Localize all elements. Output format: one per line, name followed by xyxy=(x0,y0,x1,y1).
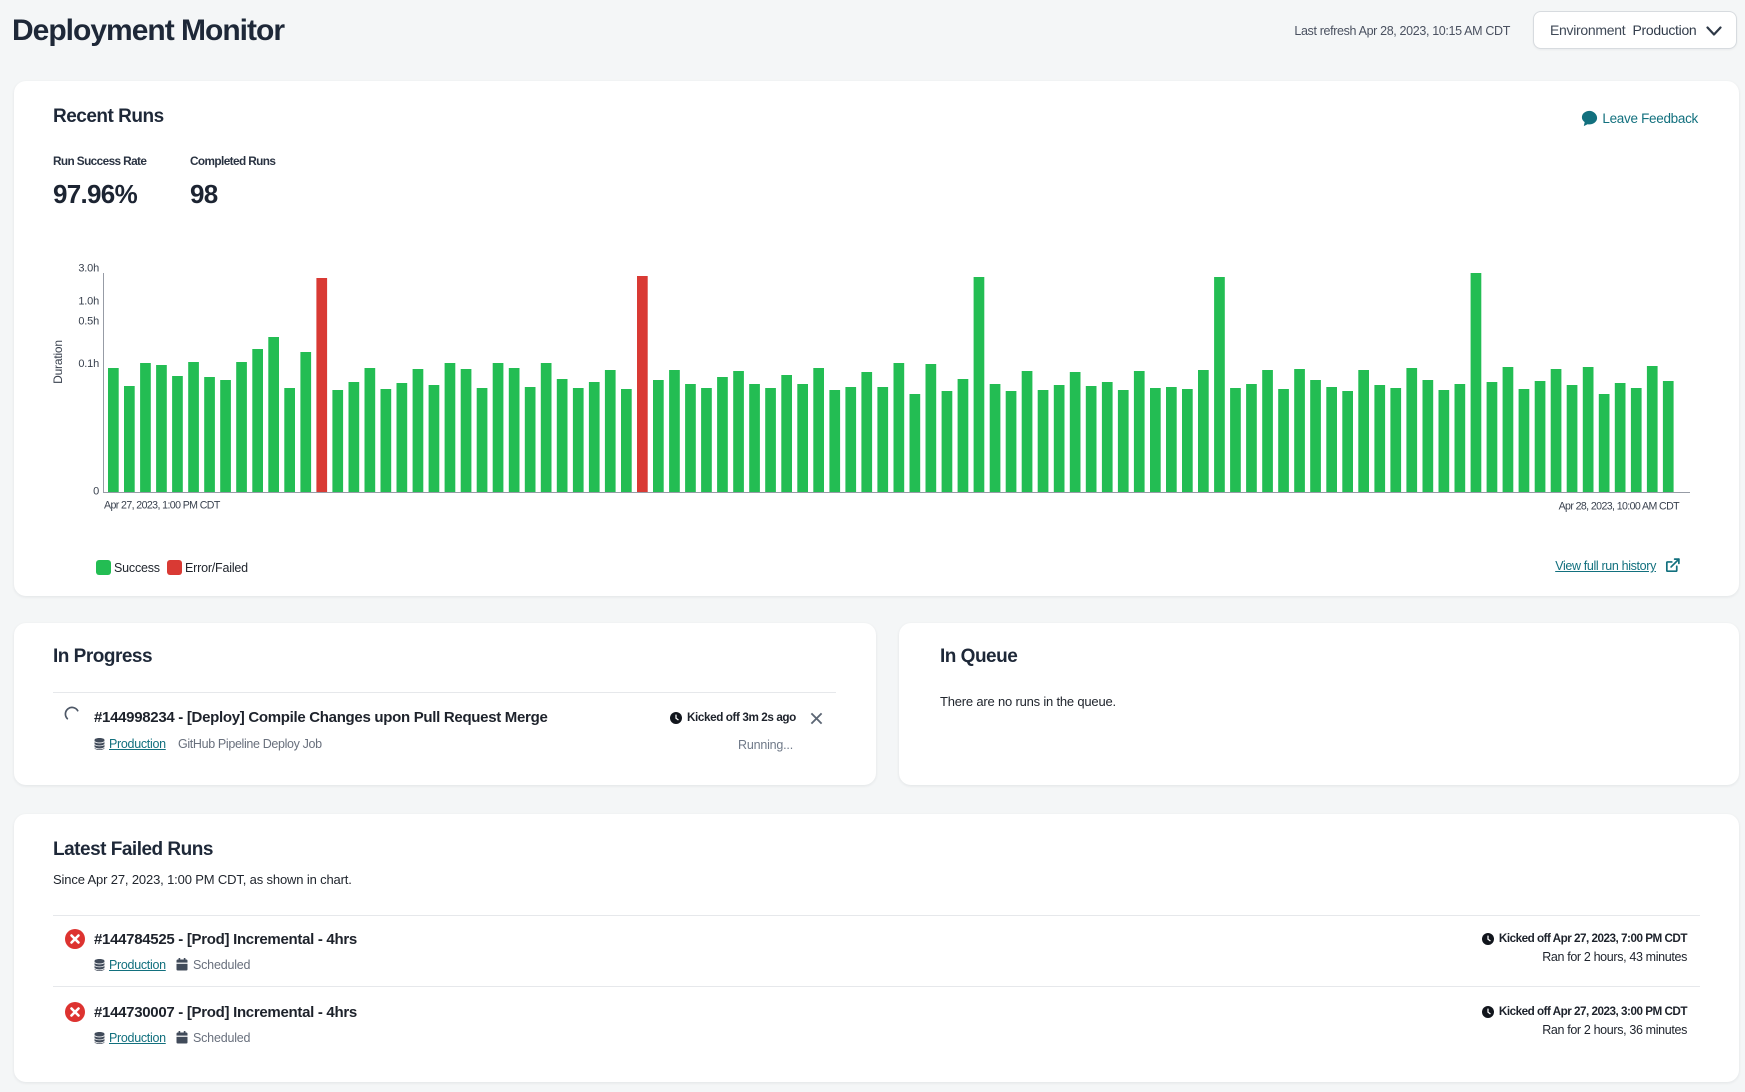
svg-text:1.0h: 1.0h xyxy=(78,296,99,308)
svg-text:0.1h: 0.1h xyxy=(78,358,99,370)
svg-text:Apr 27, 2023, 1:00 PM CDT: Apr 27, 2023, 1:00 PM CDT xyxy=(104,500,221,512)
svg-text:3.0h: 3.0h xyxy=(78,263,99,275)
svg-text:0: 0 xyxy=(93,486,99,498)
svg-text:Duration: Duration xyxy=(51,340,65,384)
svg-text:Apr 28, 2023, 10:00 AM CDT: Apr 28, 2023, 10:00 AM CDT xyxy=(1559,501,1681,513)
svg-text:0.5h: 0.5h xyxy=(78,316,99,328)
